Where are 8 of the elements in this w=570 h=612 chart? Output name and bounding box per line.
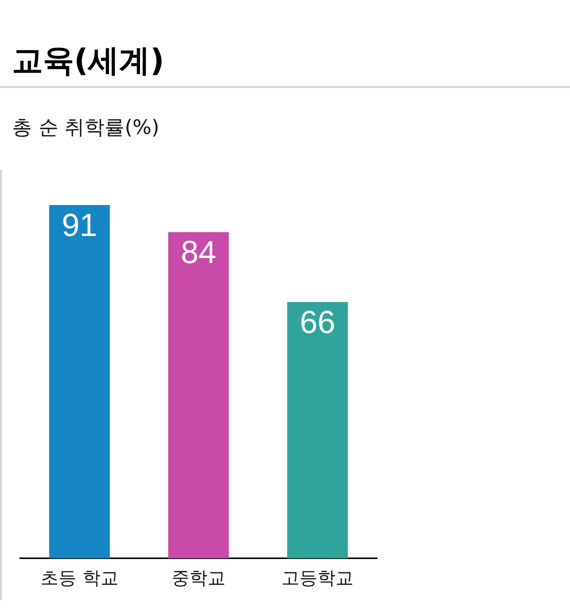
chart-title: 교육(세계) bbox=[12, 42, 164, 81]
x-tick-label: 중학교 bbox=[172, 568, 226, 589]
chart-subtitle: 총 순 취학률(%) bbox=[12, 114, 160, 141]
data-label: 91 bbox=[62, 206, 98, 243]
data-label: 84 bbox=[180, 234, 216, 270]
x-tick-label: 고등학교 bbox=[282, 568, 354, 589]
data-label: 66 bbox=[300, 304, 336, 340]
x-tick-label: 초등 학교 bbox=[40, 568, 118, 589]
